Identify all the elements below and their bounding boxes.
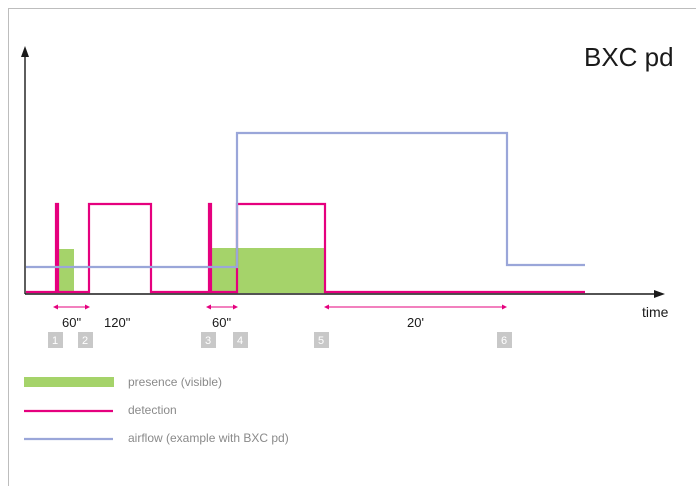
dimension-label-20min: 20' xyxy=(407,315,424,330)
x-axis-label: time xyxy=(642,304,669,320)
legend-label-presence: presence (visible) xyxy=(128,375,222,389)
y-axis-arrow-icon xyxy=(21,46,29,57)
legend: presence (visible) detection airflow (ex… xyxy=(24,375,289,445)
svg-text:3: 3 xyxy=(205,335,211,347)
legend-item-presence: presence (visible) xyxy=(24,375,222,389)
legend-item-airflow: airflow (example with BXC pd) xyxy=(24,431,289,445)
diagram-frame xyxy=(8,8,696,486)
airflow-signal xyxy=(26,131,585,269)
step-marker-2: 2 xyxy=(78,332,93,348)
legend-swatch-presence xyxy=(24,377,114,387)
dimension-markers xyxy=(53,304,507,310)
dimension-label-60-second: 60" xyxy=(212,315,231,330)
diagram-title: BXC pd xyxy=(584,42,674,72)
svg-text:4: 4 xyxy=(237,335,243,347)
dimension-label-60-first: 60" xyxy=(62,315,81,330)
legend-item-detection: detection xyxy=(24,403,177,417)
step-marker-3: 3 xyxy=(201,332,216,348)
svg-text:5: 5 xyxy=(318,335,324,347)
step-marker-5: 5 xyxy=(314,332,329,348)
step-marker-6: 6 xyxy=(497,332,512,348)
svg-text:6: 6 xyxy=(501,335,507,347)
step-marker-4: 4 xyxy=(233,332,248,348)
step-marker-1: 1 xyxy=(48,332,63,348)
legend-label-detection: detection xyxy=(128,403,177,417)
svg-text:2: 2 xyxy=(82,335,88,347)
x-axis-arrow-icon xyxy=(654,290,665,298)
presence-block-2 xyxy=(211,248,325,293)
legend-label-airflow: airflow (example with BXC pd) xyxy=(128,431,289,445)
detection-signal xyxy=(26,202,585,294)
dimension-label-120: 120" xyxy=(104,315,131,330)
svg-text:1: 1 xyxy=(52,335,58,347)
presence-block-1 xyxy=(57,249,74,293)
